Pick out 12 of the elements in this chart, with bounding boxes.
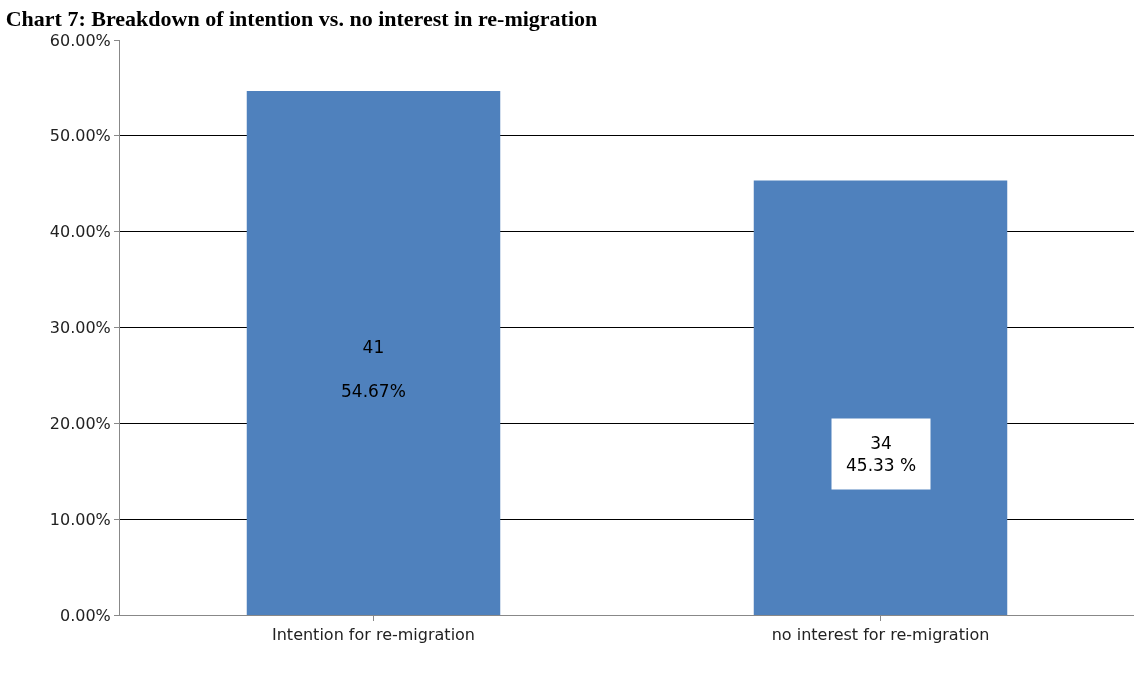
y-tick-label: 30.00% (49, 318, 111, 338)
y-tick-label: 50.00% (49, 126, 111, 146)
x-tick-label: Intention for re-migration (272, 625, 475, 645)
text: 41 54.67% (341, 337, 406, 402)
data-label: 34 45.33 % (846, 433, 917, 476)
y-tick-label: 20.00% (49, 413, 111, 433)
chart-title: Chart 7: Breakdown of intention vs. no interest in re-migration (5, 5, 598, 31)
y-tick-label: 10.00% (49, 509, 111, 529)
y-tick-label: 60.00% (49, 30, 111, 50)
y-tick-label: 40.00% (49, 222, 111, 242)
y-tick-label: 0.00% (59, 605, 111, 625)
x-tick-label: no interest for re-migration (771, 625, 990, 645)
